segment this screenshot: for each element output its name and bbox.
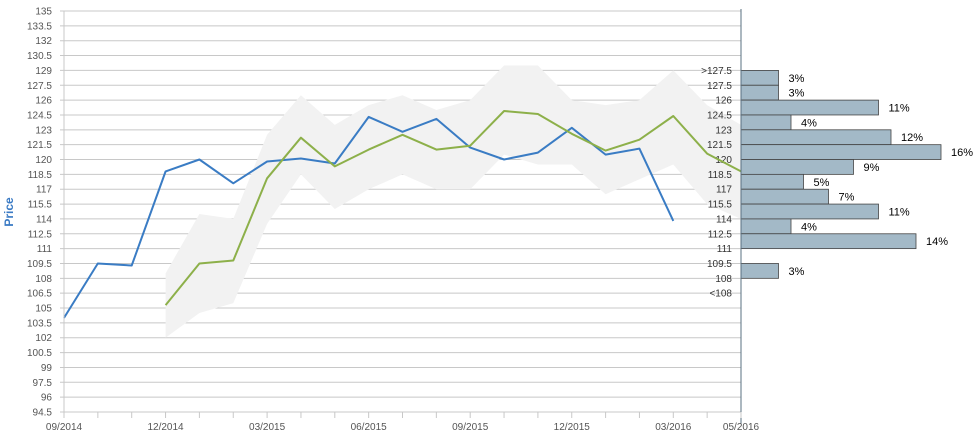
y-tick-label: 121.5 — [27, 140, 52, 151]
y-tick-label: 123 — [35, 125, 52, 136]
distribution-percent-label: 3% — [789, 266, 805, 278]
y-tick-label: 126 — [35, 96, 52, 107]
axes: 94.5 96 97.5 99 100.5 102 103.5 105 106.5 108 109.… — [27, 7, 760, 434]
distribution-percent-label: 7% — [839, 192, 855, 204]
y-tick-label: 117 — [36, 185, 52, 196]
distribution-bar — [740, 144, 942, 160]
x-tick-label: 12/2015 — [554, 422, 591, 433]
distribution-bin-label: 121.5 — [707, 140, 732, 151]
y-tick-label: 111 — [37, 244, 53, 255]
distribution-percent-label: 5% — [814, 177, 830, 189]
y-tick-label: 130.5 — [27, 51, 52, 62]
y-tick-label: 94.5 — [33, 408, 53, 419]
y-tick-label: 108 — [35, 274, 52, 285]
x-tick-label: 06/2015 — [351, 422, 388, 433]
distribution-bar — [740, 203, 879, 220]
distribution-bin-label: 115.5 — [708, 200, 733, 211]
y-tick-label: 100.5 — [27, 348, 52, 359]
x-tick-label: 12/2014 — [147, 422, 184, 433]
distribution-percent-label: 4% — [801, 221, 817, 233]
distribution-bar — [740, 188, 829, 205]
distribution-percent-label: 9% — [864, 162, 880, 174]
distribution-bin-label: 117 — [716, 185, 732, 196]
distribution-bar — [740, 218, 792, 235]
distribution-percent-label: 11% — [889, 103, 910, 115]
distribution-percent-label: 12% — [901, 132, 923, 144]
y-tick-label: 118.5 — [28, 170, 53, 181]
y-tick-label: 97.5 — [33, 378, 53, 389]
y-tick-label: 103.5 — [27, 318, 52, 329]
distribution-percent-label: 4% — [801, 117, 817, 129]
y-tick-label: 127.5 — [27, 81, 52, 92]
y-tick-label: 133.5 — [27, 21, 52, 32]
x-tick-label: 03/2015 — [249, 422, 286, 433]
distribution-bar — [740, 70, 779, 86]
distribution-bin-label: 127.5 — [707, 81, 732, 92]
distribution-bar — [740, 129, 892, 146]
distribution-bin-label: 124.5 — [707, 110, 732, 121]
distribution-bar — [740, 173, 804, 190]
forecast-band-area — [165, 65, 742, 338]
x-tick-label: 03/2016 — [655, 422, 692, 433]
y-axis-label: Price — [2, 197, 16, 227]
distribution-bar — [740, 233, 917, 250]
distribution-bar — [740, 99, 879, 116]
grid-lines — [60, 10, 741, 413]
distribution-bar — [740, 84, 779, 101]
y-tick-label: 124.5 — [27, 110, 52, 121]
y-tick-label: 96 — [41, 393, 53, 404]
distribution-bin-label: 108 — [715, 274, 732, 285]
series-line-2 — [164, 110, 742, 306]
distribution-bin-label: 114 — [716, 214, 732, 225]
distribution-bin-label: <108 — [709, 289, 732, 300]
y-tick-label: 109.5 — [27, 259, 52, 270]
series-line-1 — [63, 115, 675, 319]
distribution-histogram: 3% 3% 11% 4% 12% 16% 9% 5% 7% 11% 4% 14% 3% >127.5 127… — [701, 66, 973, 300]
y-tick-label: 105 — [35, 304, 52, 315]
distribution-bin-label: 109.5 — [707, 259, 732, 270]
distribution-bar — [740, 159, 854, 175]
distribution-bin-label: 112.5 — [708, 229, 733, 240]
y-tick-label: 135 — [35, 7, 52, 18]
distribution-bin-label: >127.5 — [701, 66, 732, 77]
distribution-bin-label: 118.5 — [708, 170, 733, 181]
x-tick-label: 05/2016 — [723, 422, 760, 433]
x-tick-label: 09/2015 — [452, 422, 489, 433]
distribution-percent-label: 3% — [789, 88, 805, 100]
distribution-bin-label: 111 — [717, 244, 733, 255]
x-tick-label: 09/2014 — [46, 422, 83, 433]
forecast-band — [165, 65, 742, 338]
distribution-percent-label: 11% — [889, 207, 910, 219]
distribution-bin-label: 126 — [715, 96, 732, 107]
series-lines — [63, 110, 742, 319]
y-tick-label: 106.5 — [27, 289, 52, 300]
distribution-percent-label: 16% — [951, 147, 973, 159]
distribution-percent-label: 3% — [789, 73, 805, 85]
y-tick-label: 99 — [41, 363, 53, 374]
y-tick-label: 114 — [36, 214, 52, 225]
distribution-bar — [740, 114, 792, 131]
distribution-bar — [740, 263, 779, 279]
distribution-bin-label: 123 — [715, 125, 732, 136]
y-tick-label: 129 — [35, 66, 52, 77]
y-tick-label: 115.5 — [28, 200, 53, 211]
y-tick-label: 132 — [35, 36, 52, 47]
y-tick-label: 120 — [35, 155, 52, 166]
distribution-bin-label: 120 — [715, 155, 732, 166]
distribution-percent-label: 14% — [926, 236, 948, 248]
y-tick-label: 112.5 — [28, 229, 53, 240]
y-tick-label: 102 — [35, 333, 52, 344]
